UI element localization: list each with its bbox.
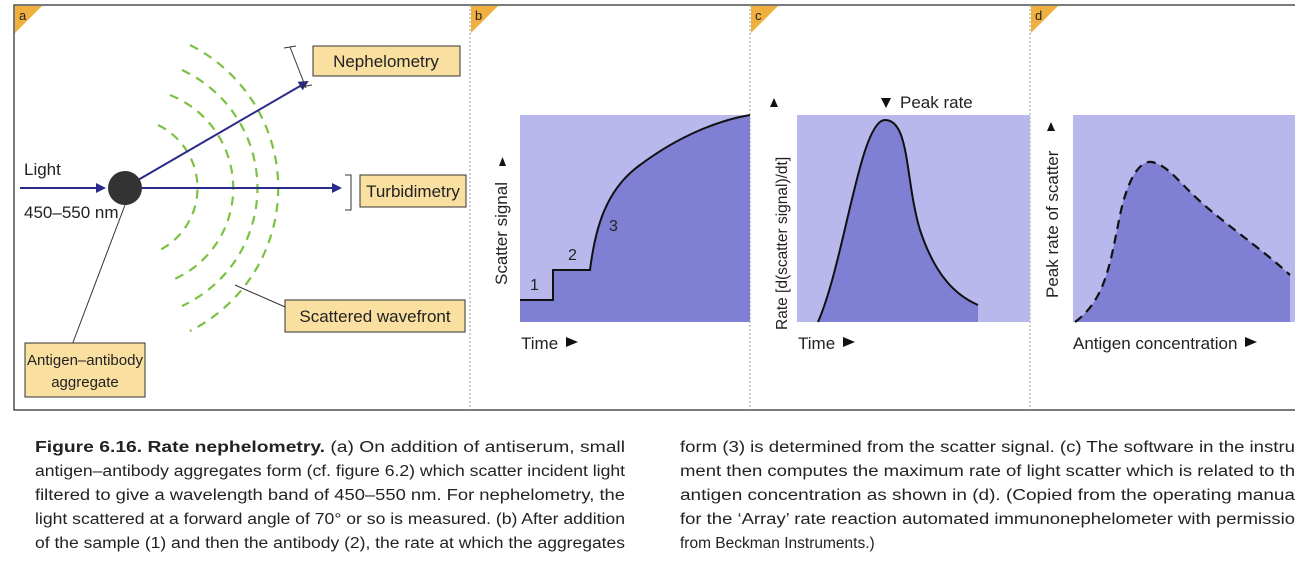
peak-annotation: Peak rate bbox=[900, 93, 973, 112]
caption-line: antigen concentration as shown in (d). (… bbox=[680, 487, 1295, 504]
step-label: 1 bbox=[530, 277, 539, 294]
aggregate-label: aggregate bbox=[51, 374, 119, 391]
nephelometry-label: Nephelometry bbox=[333, 52, 439, 71]
caption: Figure 6.16. Rate nephelometry. (a) On a… bbox=[35, 439, 1295, 552]
panel-label: d bbox=[1035, 8, 1042, 23]
caption-line: form (3) is determined from the scatter … bbox=[680, 439, 1295, 456]
panel-label: a bbox=[19, 8, 27, 23]
y-axis-label: Rate [d(scatter signal)/dt] bbox=[774, 157, 791, 330]
caption-text: (a) On addition of antiserum, small bbox=[330, 439, 625, 456]
y-axis-label: Scatter signal bbox=[492, 182, 511, 285]
wavelength-label: 450–550 nm bbox=[24, 203, 119, 222]
figure-label: Figure 6.16. bbox=[35, 439, 142, 456]
caption-line: antigen–antibody aggregates form (cf. fi… bbox=[35, 463, 626, 480]
caption-line: filtered to give a wavelength band of 45… bbox=[35, 487, 625, 504]
x-axis-label: Antigen concentration bbox=[1073, 334, 1237, 353]
caption-line: ment then computes the maximum rate of l… bbox=[680, 463, 1295, 480]
figure-title: Rate nephelometry. bbox=[148, 439, 325, 456]
caption-line: light scattered at a forward angle of 70… bbox=[35, 511, 625, 528]
caption-line: for the ‘Array’ rate reaction automated … bbox=[680, 511, 1295, 528]
panel-label: b bbox=[475, 8, 482, 23]
figure-page: a Light 450–550 nm Nephelometry Turbidim… bbox=[0, 0, 1295, 574]
aggregate-particle bbox=[108, 171, 142, 205]
turbidimetry-label: Turbidimetry bbox=[366, 182, 460, 201]
aggregate-label: Antigen–antibody bbox=[27, 352, 143, 369]
x-axis-label: Time bbox=[798, 334, 835, 353]
caption-line: Figure 6.16. Rate nephelometry. (a) On a… bbox=[35, 439, 625, 456]
y-axis-label: Peak rate of scatter bbox=[1043, 150, 1062, 298]
caption-line: from Beckman Instruments.) bbox=[680, 535, 875, 552]
step-label: 2 bbox=[568, 247, 577, 264]
light-label: Light bbox=[24, 160, 61, 179]
caption-line: of the sample (1) and then the antibody … bbox=[35, 535, 625, 552]
panel-label: c bbox=[755, 8, 762, 23]
wavefront-label: Scattered wavefront bbox=[299, 307, 450, 326]
step-label: 3 bbox=[609, 218, 618, 235]
x-axis-label: Time bbox=[521, 334, 558, 353]
